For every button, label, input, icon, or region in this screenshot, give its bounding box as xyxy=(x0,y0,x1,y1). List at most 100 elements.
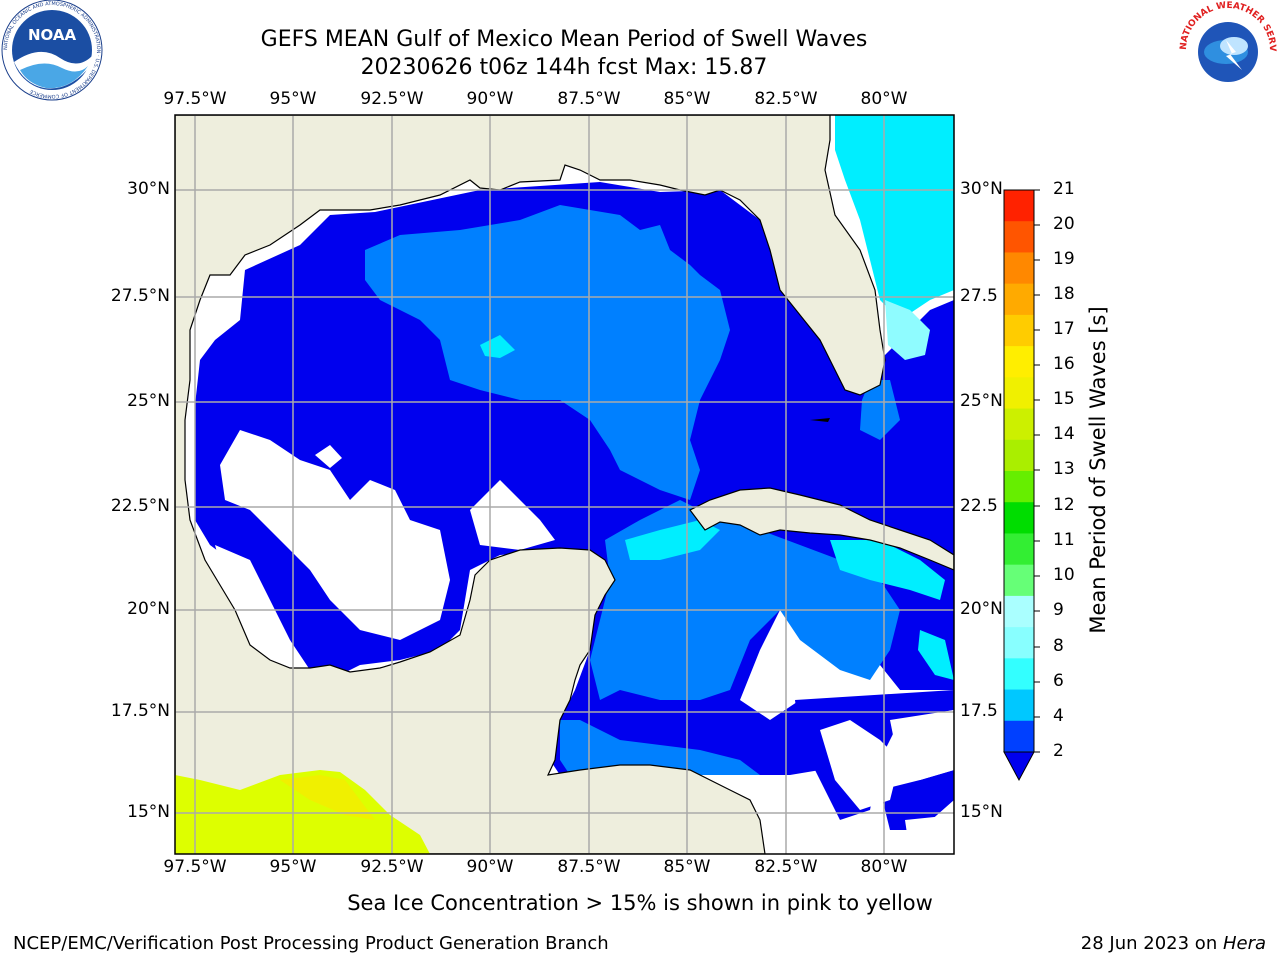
colorbar-tick-label: 19 xyxy=(1053,249,1075,269)
colorbar-segment xyxy=(1004,190,1034,222)
colorbar-tick-label: 9 xyxy=(1053,600,1064,620)
colorbar-segment xyxy=(1004,408,1034,441)
no-data-patch-central xyxy=(470,480,555,550)
colorbar-segment xyxy=(1004,346,1034,378)
land-islands xyxy=(810,418,830,422)
colorbar-tick-label: 8 xyxy=(1053,636,1064,656)
land-north-america xyxy=(175,115,886,854)
no-data-patch-caribbean-se xyxy=(905,815,954,854)
colorbar xyxy=(1003,189,1040,782)
colorbar-segment xyxy=(1004,689,1034,722)
colorbar-segment xyxy=(1004,595,1034,628)
colorbar-tick-label: 6 xyxy=(1053,671,1064,691)
nws-logo: NATIONAL WEATHER SERVICE xyxy=(1173,0,1280,100)
lat-label-right: 15°N xyxy=(960,802,1003,822)
no-data-patch-caribbean xyxy=(820,720,900,810)
no-data-patch-coast xyxy=(215,545,310,680)
sea-ice-area xyxy=(175,770,430,854)
lon-label-top: 92.5°W xyxy=(360,89,424,109)
swell-8s-region xyxy=(885,300,930,360)
noaa-logo: NOAA NATIONAL OCEANIC AND ATMOSPHERIC AD… xyxy=(0,0,106,104)
sea-ice-note: Sea Ice Concentration > 15% is shown in … xyxy=(347,891,933,915)
map-frame xyxy=(174,114,955,855)
lat-label-left: 15°N xyxy=(127,802,170,822)
colorbar-tick-label: 11 xyxy=(1053,530,1075,550)
land-cuba xyxy=(689,487,954,571)
swell-6s-region-gulf-spot xyxy=(480,335,515,358)
lon-label-bottom: 95°W xyxy=(269,857,317,877)
lon-label-bottom: 87.5°W xyxy=(557,857,621,877)
colorbar-tick-label: 13 xyxy=(1053,459,1075,479)
lat-label-right: 27.5 xyxy=(960,286,998,306)
lat-label-right: 30°N xyxy=(960,179,1003,199)
lat-label-left: 22.5°N xyxy=(110,496,170,516)
lat-label-left: 17.5°N xyxy=(110,701,170,721)
lon-label-top: 95°W xyxy=(269,89,317,109)
colorbar-segment xyxy=(1004,471,1034,503)
lon-label-bottom: 90°W xyxy=(466,857,514,877)
colorbar-tick-label: 2 xyxy=(1053,741,1064,761)
swell-2s-region-se xyxy=(880,770,954,830)
colorbar-segment xyxy=(1004,720,1034,753)
lat-label-right: 17.5 xyxy=(960,701,998,721)
lon-label-bottom: 92.5°W xyxy=(360,857,424,877)
gridlines xyxy=(175,115,954,854)
colorbar-frame xyxy=(1003,189,1035,753)
lon-label-top: 97.5°W xyxy=(163,89,227,109)
map-subtitle: 20230626 t06z 144h fcst Max: 15.87 xyxy=(360,55,768,80)
lon-label-top: 87.5°W xyxy=(557,89,621,109)
colorbar-segment xyxy=(1004,627,1034,659)
colorbar-tick-label: 16 xyxy=(1053,354,1075,374)
colorbar-extend-arrow xyxy=(1003,751,1035,782)
lon-label-top: 82.5°W xyxy=(754,89,818,109)
lon-label-bottom: 82.5°W xyxy=(754,857,818,877)
colorbar-segment xyxy=(1004,377,1034,410)
noaa-logo-text: NOAA xyxy=(28,26,77,44)
colorbar-tick-label: 18 xyxy=(1053,284,1075,304)
colorbar-segment xyxy=(1004,533,1034,566)
swell-4s-region xyxy=(365,205,730,500)
no-data-patch-caribbean-east xyxy=(890,710,954,780)
swell-4s-region-honduras xyxy=(560,720,760,775)
footer-date: 28 Jun 2023 on Hera xyxy=(1081,933,1266,954)
swell-4s-region-keys xyxy=(860,380,900,440)
colorbar-tick-label: 17 xyxy=(1053,319,1075,339)
footer-host: Hera xyxy=(1222,933,1266,954)
lat-label-right: 22.5 xyxy=(960,496,998,516)
swell-6s-region-cuba-south xyxy=(830,540,945,600)
no-data-patch-small xyxy=(315,445,342,468)
lon-label-top: 80°W xyxy=(860,89,908,109)
colorbar-segment xyxy=(1004,221,1034,253)
colorbar-tick-label: 21 xyxy=(1053,179,1075,199)
footer-date-text: 28 Jun 2023 on xyxy=(1080,933,1223,954)
lon-label-top: 90°W xyxy=(466,89,514,109)
lat-label-right: 20°N xyxy=(960,599,1003,619)
footer-credit: NCEP/EMC/Verification Post Processing Pr… xyxy=(13,933,609,954)
colorbar-segment xyxy=(1004,564,1034,597)
lon-label-bottom: 97.5°W xyxy=(163,857,227,877)
lat-label-left: 27.5°N xyxy=(110,286,170,306)
colorbar-label: Mean Period of Swell Waves [s] xyxy=(1086,306,1110,634)
colorbar-tick-label: 4 xyxy=(1053,706,1064,726)
colorbar-segment xyxy=(1004,439,1034,472)
sea-ice-area-core xyxy=(280,775,375,820)
lon-label-bottom: 80°W xyxy=(860,857,908,877)
lat-label-right: 25°N xyxy=(960,391,1003,411)
no-data-patch-caribbean-south xyxy=(840,815,890,854)
colorbar-segment xyxy=(1004,283,1034,316)
lat-label-left: 30°N xyxy=(127,179,170,199)
swell-6s-region-east xyxy=(918,630,954,680)
lon-label-bottom: 85°W xyxy=(663,857,711,877)
colorbar-tick-label: 20 xyxy=(1053,214,1075,234)
colorbar-tick-label: 15 xyxy=(1053,389,1075,409)
colorbar-tick-label: 10 xyxy=(1053,565,1075,585)
lon-label-top: 85°W xyxy=(663,89,711,109)
colorbar-tick-label: 14 xyxy=(1053,424,1075,444)
colorbar-segment xyxy=(1004,502,1034,534)
map-title: GEFS MEAN Gulf of Mexico Mean Period of … xyxy=(260,27,868,52)
lat-label-left: 25°N xyxy=(127,391,170,411)
colorbar-segment xyxy=(1004,314,1034,347)
lat-label-left: 20°N xyxy=(127,599,170,619)
colorbar-tick-label: 12 xyxy=(1053,495,1075,515)
swell-6s-region xyxy=(835,115,954,320)
